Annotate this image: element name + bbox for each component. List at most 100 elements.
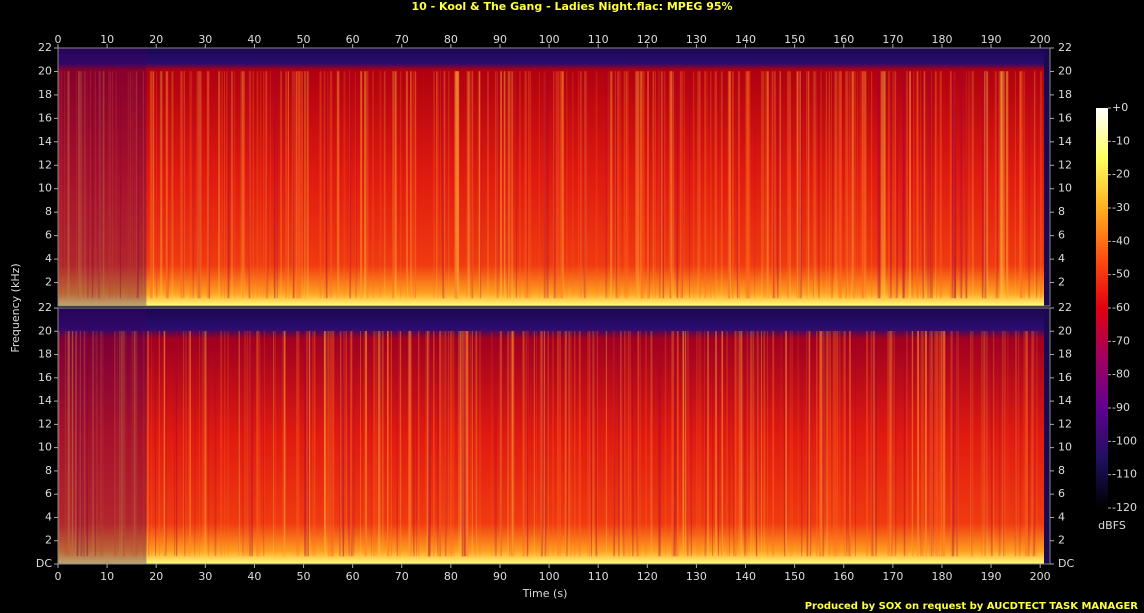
spectrogram-texture <box>638 71 640 299</box>
spectrogram-texture <box>906 71 908 299</box>
spectrogram-texture <box>704 71 707 299</box>
spectrogram-texture <box>855 331 856 557</box>
spectrogram-texture <box>120 331 124 557</box>
spectrogram-texture <box>234 71 236 299</box>
spectrogram-texture <box>637 331 639 557</box>
spectrogram-texture <box>507 71 509 299</box>
y-tick-label: 2 <box>1058 534 1065 547</box>
y-tick-label: 10 <box>1058 441 1072 454</box>
spectrogram-texture <box>455 71 458 299</box>
spectrogram-texture <box>252 71 254 299</box>
spectrogram-texture <box>273 71 276 299</box>
spectrogram-texture <box>156 71 158 299</box>
spectrogram-texture <box>834 71 837 299</box>
spectrogram-texture <box>480 71 482 299</box>
spectrogram-texture <box>709 71 712 299</box>
silence-tail <box>1044 48 1050 306</box>
spectrogram-texture <box>834 331 837 557</box>
spectrogram-texture <box>349 71 351 299</box>
spectrogram-texture <box>478 331 482 557</box>
spectrogram-texture <box>797 331 799 557</box>
spectrogram-texture <box>813 71 815 299</box>
colorbar <box>1096 108 1108 508</box>
spectrogram-texture <box>129 71 132 299</box>
spectrogram-texture <box>150 71 153 299</box>
spectrogram-texture <box>351 331 353 557</box>
spectrogram-texture <box>746 71 748 299</box>
spectrogram-texture <box>457 71 459 299</box>
y-tick-label: 6 <box>45 229 52 242</box>
spectrogram-texture <box>737 71 740 299</box>
spectrogram-texture <box>60 71 63 299</box>
spectrogram-texture <box>181 71 182 299</box>
spectrogram-texture <box>224 71 226 299</box>
spectrogram-texture <box>102 71 105 299</box>
spectrogram-texture <box>136 71 138 299</box>
spectrogram-texture <box>336 71 338 299</box>
spectrogram-texture <box>459 331 462 557</box>
spectrogram-texture <box>681 71 684 299</box>
spectrogram-texture <box>207 71 210 299</box>
spectrogram-texture <box>881 71 884 299</box>
spectrogram-texture <box>929 331 931 557</box>
spectrogram-texture <box>439 331 441 557</box>
spectrogram-texture <box>950 331 953 557</box>
spectrogram-texture <box>960 71 963 299</box>
x-tick-label: 140 <box>735 33 756 46</box>
spectrogram-texture <box>986 71 989 299</box>
spectrogram-texture <box>365 331 368 557</box>
spectrogram-texture <box>789 331 792 557</box>
spectrogram-texture <box>640 71 643 299</box>
spectrogram-texture <box>365 331 367 557</box>
spectrogram-texture <box>936 71 937 299</box>
spectrogram-texture <box>1005 71 1008 299</box>
spectrogram-texture <box>596 331 599 557</box>
spectrogram-texture <box>166 71 169 299</box>
spectrogram-texture <box>788 71 792 299</box>
spectrogram-texture <box>149 71 152 299</box>
spectrogram-texture <box>547 331 549 557</box>
spectrogram-texture <box>509 331 510 557</box>
spectrogram-texture <box>242 331 244 557</box>
spectrogram-texture <box>662 71 664 299</box>
spectrogram-texture <box>174 331 176 557</box>
spectrogram-texture <box>799 71 802 299</box>
spectrogram-texture <box>204 331 206 557</box>
spectrogram-texture <box>767 331 768 557</box>
spectrogram-texture <box>111 71 114 299</box>
spectrogram-texture <box>640 71 643 299</box>
spectrogram-texture <box>823 331 825 557</box>
spectrogram-texture <box>995 71 997 299</box>
spectrogram-texture <box>895 331 897 557</box>
spectrogram-texture <box>313 331 316 557</box>
spectrogram-texture <box>454 71 456 299</box>
spectrogram-texture <box>94 331 96 557</box>
spectrogram-texture <box>878 71 881 299</box>
spectrogram-texture <box>466 71 468 299</box>
spectrogram-texture <box>888 331 891 557</box>
spectrogram-texture <box>524 71 527 299</box>
spectrogram-texture <box>940 331 943 557</box>
spectrogram-texture <box>352 331 355 557</box>
spectrogram-texture <box>280 71 282 299</box>
x-tick-label: 120 <box>637 570 658 583</box>
spectrogram-texture <box>308 331 309 557</box>
spectrogram-texture <box>371 331 372 557</box>
spectrogram-texture <box>394 71 397 299</box>
colorbar-tick-label: -80 <box>1112 368 1130 381</box>
spectrogram-texture <box>264 71 266 299</box>
spectrogram-texture <box>936 71 938 299</box>
spectrogram-texture <box>108 71 110 299</box>
spectrogram-texture <box>522 331 524 557</box>
spectrogram-texture <box>887 71 891 299</box>
spectrogram-texture <box>343 71 346 299</box>
spectrogram-texture <box>809 331 812 557</box>
spectrogram-texture <box>529 71 531 299</box>
spectrogram-texture <box>889 331 891 557</box>
spectrogram-texture <box>471 71 474 299</box>
y-tick-label: 10 <box>38 441 52 454</box>
spectrogram-texture <box>736 71 738 299</box>
spectrogram-texture <box>634 71 637 299</box>
spectrogram-texture <box>610 71 613 299</box>
x-tick-label: 170 <box>882 33 903 46</box>
